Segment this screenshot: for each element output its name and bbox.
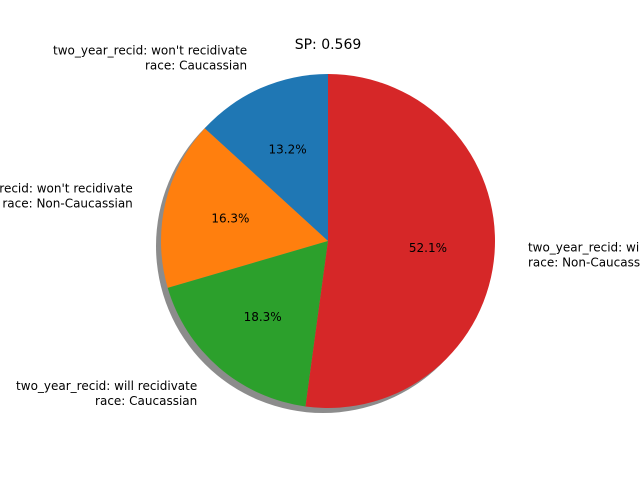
chart-title: SP: 0.569	[295, 37, 362, 53]
pie-slice-4-percent: 52.1%	[409, 241, 447, 255]
pie-slice-1	[204, 74, 328, 241]
pie-slice-2-percent: 16.3%	[211, 211, 249, 225]
pie-slice-4	[305, 74, 495, 408]
pie-labels: 13.2% two_year_recid: won't recidivate rac…	[0, 44, 640, 408]
pie-slice-1-percent: 13.2%	[269, 142, 307, 156]
pie-slice-3-label: two_year_recid: will recidivate race: Cau…	[16, 379, 197, 408]
pie-slice-3-percent: 18.3%	[244, 310, 282, 324]
pie-slices	[161, 74, 495, 408]
pie-slice-3	[167, 241, 328, 407]
pie-slice-2	[161, 128, 328, 288]
pie-slice-1-label: two_year_recid: won't recidivate race: Ca…	[53, 44, 247, 73]
